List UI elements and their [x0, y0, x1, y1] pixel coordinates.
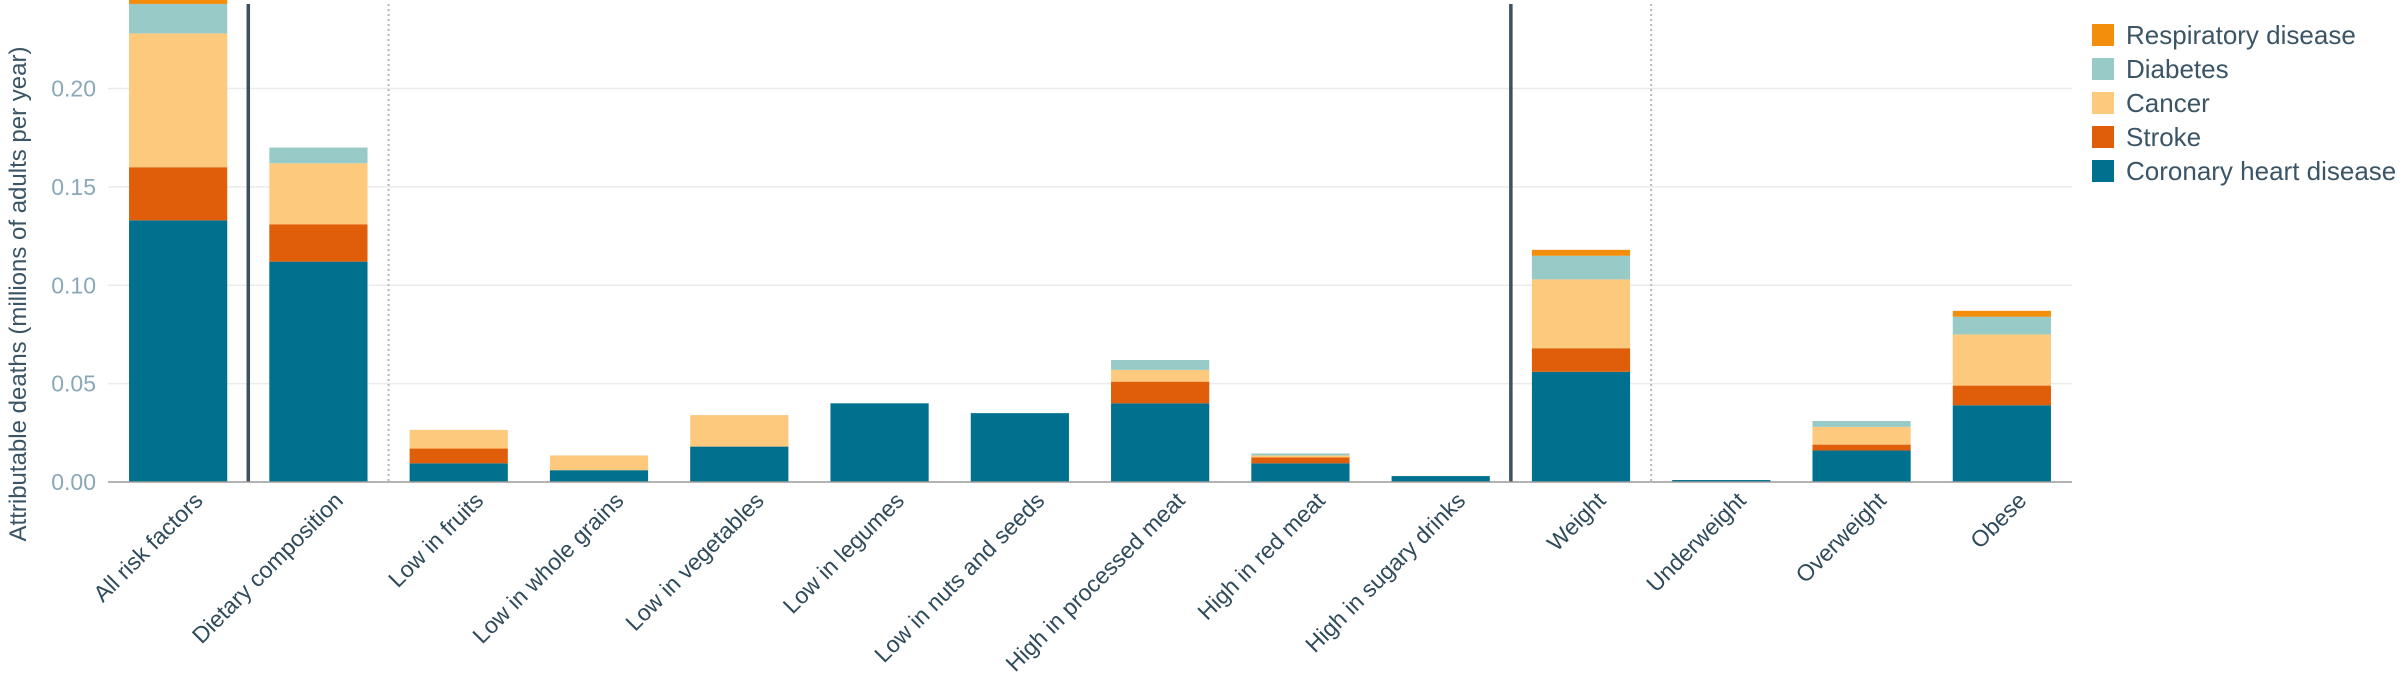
- legend-swatch: [2092, 92, 2114, 114]
- bar-segment-cancer: [129, 33, 227, 167]
- legend-item-respiratory-disease: Respiratory disease: [2092, 18, 2396, 52]
- bar-segment-respiratory-disease: [1532, 250, 1630, 256]
- bar-segment-diabetes: [1111, 360, 1209, 370]
- legend-swatch: [2092, 160, 2114, 182]
- bar-segment-stroke: [269, 224, 367, 261]
- bar-segment-stroke: [410, 449, 508, 464]
- y-tick-label: 0.05: [51, 371, 96, 397]
- bar-segment-coronary-heart-disease: [1953, 405, 2051, 482]
- y-tick-labels: 0.00 0.05 0.10 0.15 0.20: [51, 76, 96, 495]
- bar-segment-respiratory-disease: [129, 0, 227, 4]
- bar-segment-coronary-heart-disease: [129, 220, 227, 482]
- legend-swatch: [2092, 58, 2114, 80]
- y-axis-label: Attributable deaths (millions of adults …: [5, 47, 32, 542]
- x-tick-label: All risk factors: [88, 487, 208, 607]
- legend-item-coronary-heart-disease: Coronary heart disease: [2092, 154, 2396, 188]
- x-tick-label: Underweight: [1641, 487, 1751, 597]
- x-tick-label: Low in fruits: [383, 487, 488, 592]
- legend-item-cancer: Cancer: [2092, 86, 2396, 120]
- bar-segment-coronary-heart-disease: [830, 403, 928, 482]
- legend: Respiratory disease Diabetes Cancer Stroke C…: [2092, 18, 2396, 188]
- x-tick-label: High in sugary drinks: [1300, 487, 1470, 657]
- x-tick-label: Overweight: [1790, 487, 1891, 588]
- x-tick-label: Obese: [1965, 487, 2031, 553]
- bar-segment-diabetes: [1532, 256, 1630, 280]
- gridlines: [108, 89, 2072, 384]
- bar-segment-diabetes: [269, 148, 367, 164]
- x-tick-label: Low in whole grains: [467, 487, 628, 648]
- x-tick-label: Weight: [1542, 487, 1611, 556]
- bar-segment-coronary-heart-disease: [1532, 372, 1630, 482]
- bar-segment-cancer: [550, 455, 648, 470]
- legend-label: Cancer: [2126, 88, 2210, 119]
- y-tick-label: 0.00: [51, 469, 96, 495]
- bar-segment-cancer: [1532, 279, 1630, 348]
- bar-segment-coronary-heart-disease: [1111, 403, 1209, 482]
- bar-segment-diabetes: [129, 4, 227, 34]
- bar-segment-stroke: [1532, 348, 1630, 372]
- bar-segment-coronary-heart-disease: [410, 463, 508, 482]
- legend-swatch: [2092, 126, 2114, 148]
- bar-segment-cancer: [410, 430, 508, 449]
- bar-segment-respiratory-disease: [1953, 311, 2051, 317]
- bar-segment-stroke: [1111, 382, 1209, 404]
- x-tick-label: Low in vegetables: [620, 487, 769, 636]
- bar-segment-stroke: [1251, 457, 1349, 463]
- bar-segment-coronary-heart-disease: [550, 470, 648, 482]
- bar-segment-coronary-heart-disease: [1251, 463, 1349, 482]
- bar-segment-cancer: [1953, 334, 2051, 385]
- bar-segment-diabetes: [1953, 317, 2051, 335]
- bar-segment-coronary-heart-disease: [1392, 476, 1490, 482]
- y-tick-label: 0.20: [51, 76, 96, 102]
- bar-segment-stroke: [1812, 445, 1910, 451]
- bar-segment-stroke: [129, 167, 227, 220]
- bar-segment-diabetes: [1812, 421, 1910, 427]
- bar-segment-stroke: [1953, 386, 2051, 406]
- group-separators: [248, 4, 1651, 482]
- x-tick-label: Low in legumes: [778, 487, 909, 618]
- legend-label: Coronary heart disease: [2126, 156, 2396, 187]
- legend-label: Diabetes: [2126, 54, 2229, 85]
- bars: [129, 0, 2051, 482]
- bar-segment-coronary-heart-disease: [269, 262, 367, 482]
- y-tick-label: 0.15: [51, 174, 96, 200]
- x-tick-label: Dietary composition: [187, 487, 348, 648]
- x-tick-label: High in red meat: [1192, 487, 1330, 625]
- bar-segment-cancer: [269, 163, 367, 224]
- bar-segment-diabetes: [1251, 453, 1349, 455]
- bar-segment-coronary-heart-disease: [690, 447, 788, 482]
- legend-label: Respiratory disease: [2126, 20, 2356, 51]
- bar-segment-cancer: [690, 415, 788, 446]
- bar-segment-cancer: [1812, 427, 1910, 445]
- y-tick-label: 0.10: [51, 272, 96, 298]
- bar-segment-cancer: [1111, 370, 1209, 382]
- legend-item-stroke: Stroke: [2092, 120, 2396, 154]
- legend-swatch: [2092, 24, 2114, 46]
- legend-item-diabetes: Diabetes: [2092, 52, 2396, 86]
- bar-segment-coronary-heart-disease: [1812, 451, 1910, 482]
- legend-label: Stroke: [2126, 122, 2201, 153]
- bar-segment-coronary-heart-disease: [971, 413, 1069, 482]
- bar-segment-cancer: [1251, 455, 1349, 457]
